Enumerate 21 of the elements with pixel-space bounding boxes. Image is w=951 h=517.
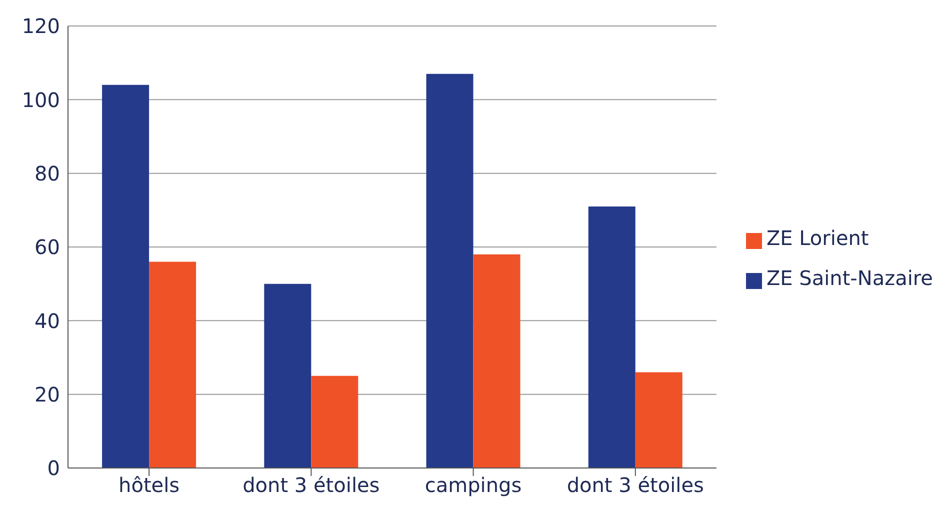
x-tick-label: hôtels <box>118 473 180 498</box>
y-tick-label: 120 <box>22 14 60 38</box>
bar <box>426 74 474 468</box>
y-tick-label: 80 <box>34 161 60 186</box>
bar <box>264 284 312 468</box>
bar <box>473 254 520 468</box>
legend-label: ZE Lorient <box>766 226 869 250</box>
legend-label: ZE Saint-Nazaire <box>766 266 933 290</box>
y-tick-label: 40 <box>34 308 60 333</box>
y-tick-label: 60 <box>34 235 60 260</box>
x-tick-label: campings <box>424 473 522 498</box>
x-tick-label: dont 3 étoiles <box>566 473 704 498</box>
y-tick-label: 0 <box>47 456 60 480</box>
bar <box>635 372 682 468</box>
bar <box>588 206 636 468</box>
y-tick-label: 20 <box>34 382 60 406</box>
y-tick-label: 100 <box>22 88 60 112</box>
bar <box>102 84 150 468</box>
bar <box>311 376 358 468</box>
bar <box>149 262 196 468</box>
x-tick-label: dont 3 étoiles <box>242 473 380 498</box>
